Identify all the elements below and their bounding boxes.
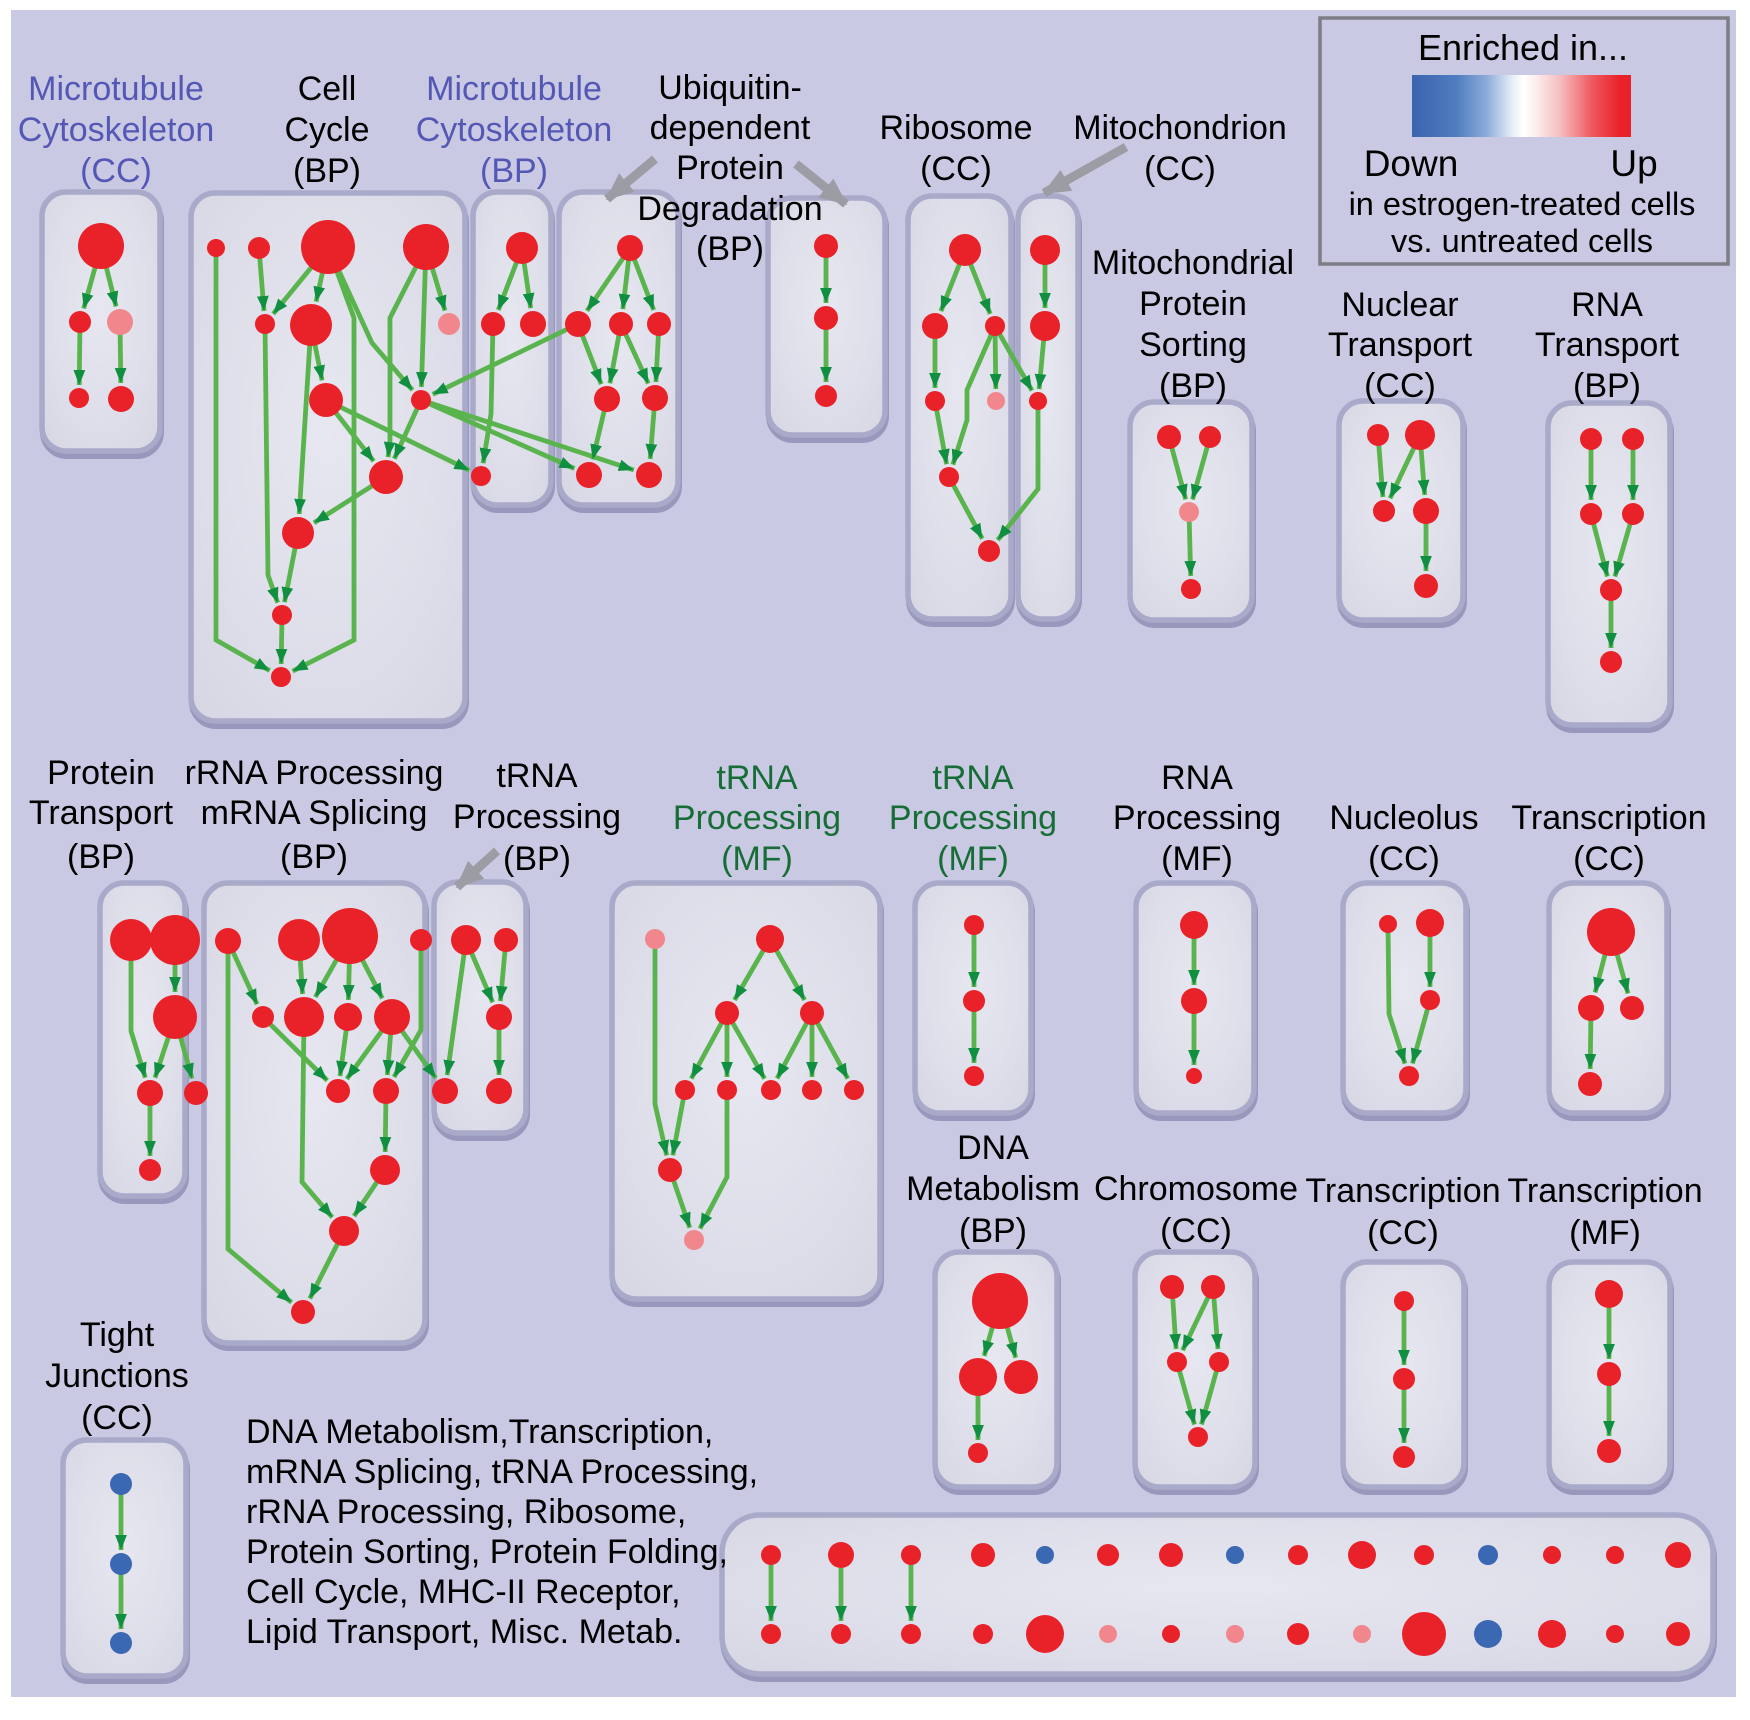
svg-text:Microtubule: Microtubule xyxy=(426,70,602,108)
svg-text:Cytoskeleton: Cytoskeleton xyxy=(18,111,215,149)
svg-text:Protein: Protein xyxy=(47,754,155,792)
svg-text:Processing: Processing xyxy=(889,799,1057,837)
svg-text:mRNA Splicing, tRNA Processing: mRNA Splicing, tRNA Processing, xyxy=(246,1453,758,1491)
svg-text:DNA: DNA xyxy=(957,1129,1029,1167)
svg-text:(CC): (CC) xyxy=(1367,1214,1439,1252)
svg-text:rRNA Processing, Ribosome,: rRNA Processing, Ribosome, xyxy=(246,1493,686,1531)
svg-text:(BP): (BP) xyxy=(696,230,764,268)
svg-text:Transcription: Transcription xyxy=(1507,1172,1702,1210)
svg-text:(MF): (MF) xyxy=(937,840,1009,878)
svg-text:(CC): (CC) xyxy=(920,150,992,188)
svg-text:RNA: RNA xyxy=(1571,286,1643,324)
svg-text:Mitochondrion: Mitochondrion xyxy=(1073,109,1287,147)
svg-text:(CC): (CC) xyxy=(81,1399,153,1437)
svg-text:vs. untreated cells: vs. untreated cells xyxy=(1391,223,1653,259)
svg-text:Junctions: Junctions xyxy=(45,1357,189,1395)
svg-text:mRNA Splicing: mRNA Splicing xyxy=(201,794,428,832)
svg-text:(BP): (BP) xyxy=(293,152,361,190)
svg-text:Cell: Cell xyxy=(298,70,357,108)
svg-text:Processing: Processing xyxy=(1113,799,1281,837)
svg-text:Protein Sorting, Protein Foldi: Protein Sorting, Protein Folding, xyxy=(246,1533,728,1571)
svg-text:Enriched in...: Enriched in... xyxy=(1418,27,1628,68)
svg-text:Metabolism: Metabolism xyxy=(906,1170,1080,1208)
svg-text:(CC): (CC) xyxy=(1160,1212,1232,1250)
svg-text:tRNA: tRNA xyxy=(496,757,578,795)
svg-text:Cell Cycle, MHC-II Receptor,: Cell Cycle, MHC-II Receptor, xyxy=(246,1573,681,1611)
svg-text:(CC): (CC) xyxy=(1573,840,1645,878)
svg-text:tRNA: tRNA xyxy=(716,759,798,797)
svg-text:Protein: Protein xyxy=(676,149,784,187)
svg-text:(CC): (CC) xyxy=(1368,840,1440,878)
svg-text:(CC): (CC) xyxy=(80,152,152,190)
svg-text:Transport: Transport xyxy=(1328,326,1473,364)
svg-text:(MF): (MF) xyxy=(1569,1214,1641,1252)
svg-text:(BP): (BP) xyxy=(480,152,548,190)
svg-text:(BP): (BP) xyxy=(67,838,135,876)
svg-text:(BP): (BP) xyxy=(959,1212,1027,1250)
svg-text:Ubiquitin-: Ubiquitin- xyxy=(658,69,802,107)
svg-text:dependent: dependent xyxy=(650,109,811,147)
svg-text:(CC): (CC) xyxy=(1144,150,1216,188)
svg-text:Cycle: Cycle xyxy=(284,111,369,149)
svg-text:Transport: Transport xyxy=(1535,326,1680,364)
svg-text:Processing: Processing xyxy=(673,799,841,837)
svg-text:Mitochondrial: Mitochondrial xyxy=(1092,244,1294,282)
svg-text:(MF): (MF) xyxy=(1161,840,1233,878)
svg-text:RNA: RNA xyxy=(1161,759,1233,797)
svg-text:Protein: Protein xyxy=(1139,285,1247,323)
svg-text:Down: Down xyxy=(1364,143,1459,184)
svg-text:Lipid Transport, Misc. Metab.: Lipid Transport, Misc. Metab. xyxy=(246,1613,683,1651)
svg-text:Ribosome: Ribosome xyxy=(879,109,1032,147)
svg-text:Degradation: Degradation xyxy=(637,190,822,228)
svg-text:Transport: Transport xyxy=(29,794,174,832)
svg-text:(MF): (MF) xyxy=(721,840,793,878)
svg-text:in estrogen-treated cells: in estrogen-treated cells xyxy=(1349,186,1696,222)
svg-text:rRNA Processing: rRNA Processing xyxy=(185,754,444,792)
svg-text:(BP): (BP) xyxy=(1573,367,1641,405)
svg-text:Tight: Tight xyxy=(80,1316,155,1354)
svg-text:DNA Metabolism,Transcription,: DNA Metabolism,Transcription, xyxy=(246,1413,713,1451)
svg-text:Sorting: Sorting xyxy=(1139,326,1247,364)
svg-text:Up: Up xyxy=(1610,143,1657,184)
svg-text:(BP): (BP) xyxy=(280,838,348,876)
svg-text:Transcription: Transcription xyxy=(1305,1172,1500,1210)
svg-text:Nuclear: Nuclear xyxy=(1341,286,1458,324)
svg-text:Cytoskeleton: Cytoskeleton xyxy=(416,111,613,149)
svg-text:(CC): (CC) xyxy=(1364,367,1436,405)
svg-text:Nucleolus: Nucleolus xyxy=(1329,799,1478,837)
svg-text:Transcription: Transcription xyxy=(1511,799,1706,837)
svg-text:(BP): (BP) xyxy=(1159,367,1227,405)
svg-text:Processing: Processing xyxy=(453,798,621,836)
svg-text:tRNA: tRNA xyxy=(932,759,1014,797)
svg-text:(BP): (BP) xyxy=(503,840,571,878)
svg-text:Microtubule: Microtubule xyxy=(28,70,204,108)
svg-text:Chromosome: Chromosome xyxy=(1094,1170,1298,1208)
